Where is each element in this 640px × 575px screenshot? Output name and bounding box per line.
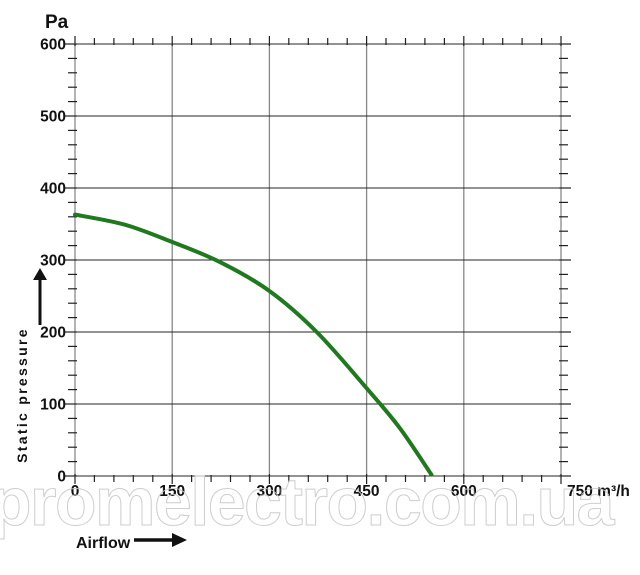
svg-text:600: 600 <box>40 37 66 54</box>
svg-text:200: 200 <box>40 325 66 342</box>
svg-text:promelectro.com.ua: promelectro.com.ua <box>0 464 616 540</box>
svg-text:300: 300 <box>40 253 66 270</box>
svg-text:400: 400 <box>40 181 66 198</box>
svg-text:500: 500 <box>40 109 66 126</box>
svg-text:Pa: Pa <box>45 12 69 33</box>
svg-text:100: 100 <box>40 397 66 414</box>
svg-text:Static pressure: Static pressure <box>14 327 30 463</box>
